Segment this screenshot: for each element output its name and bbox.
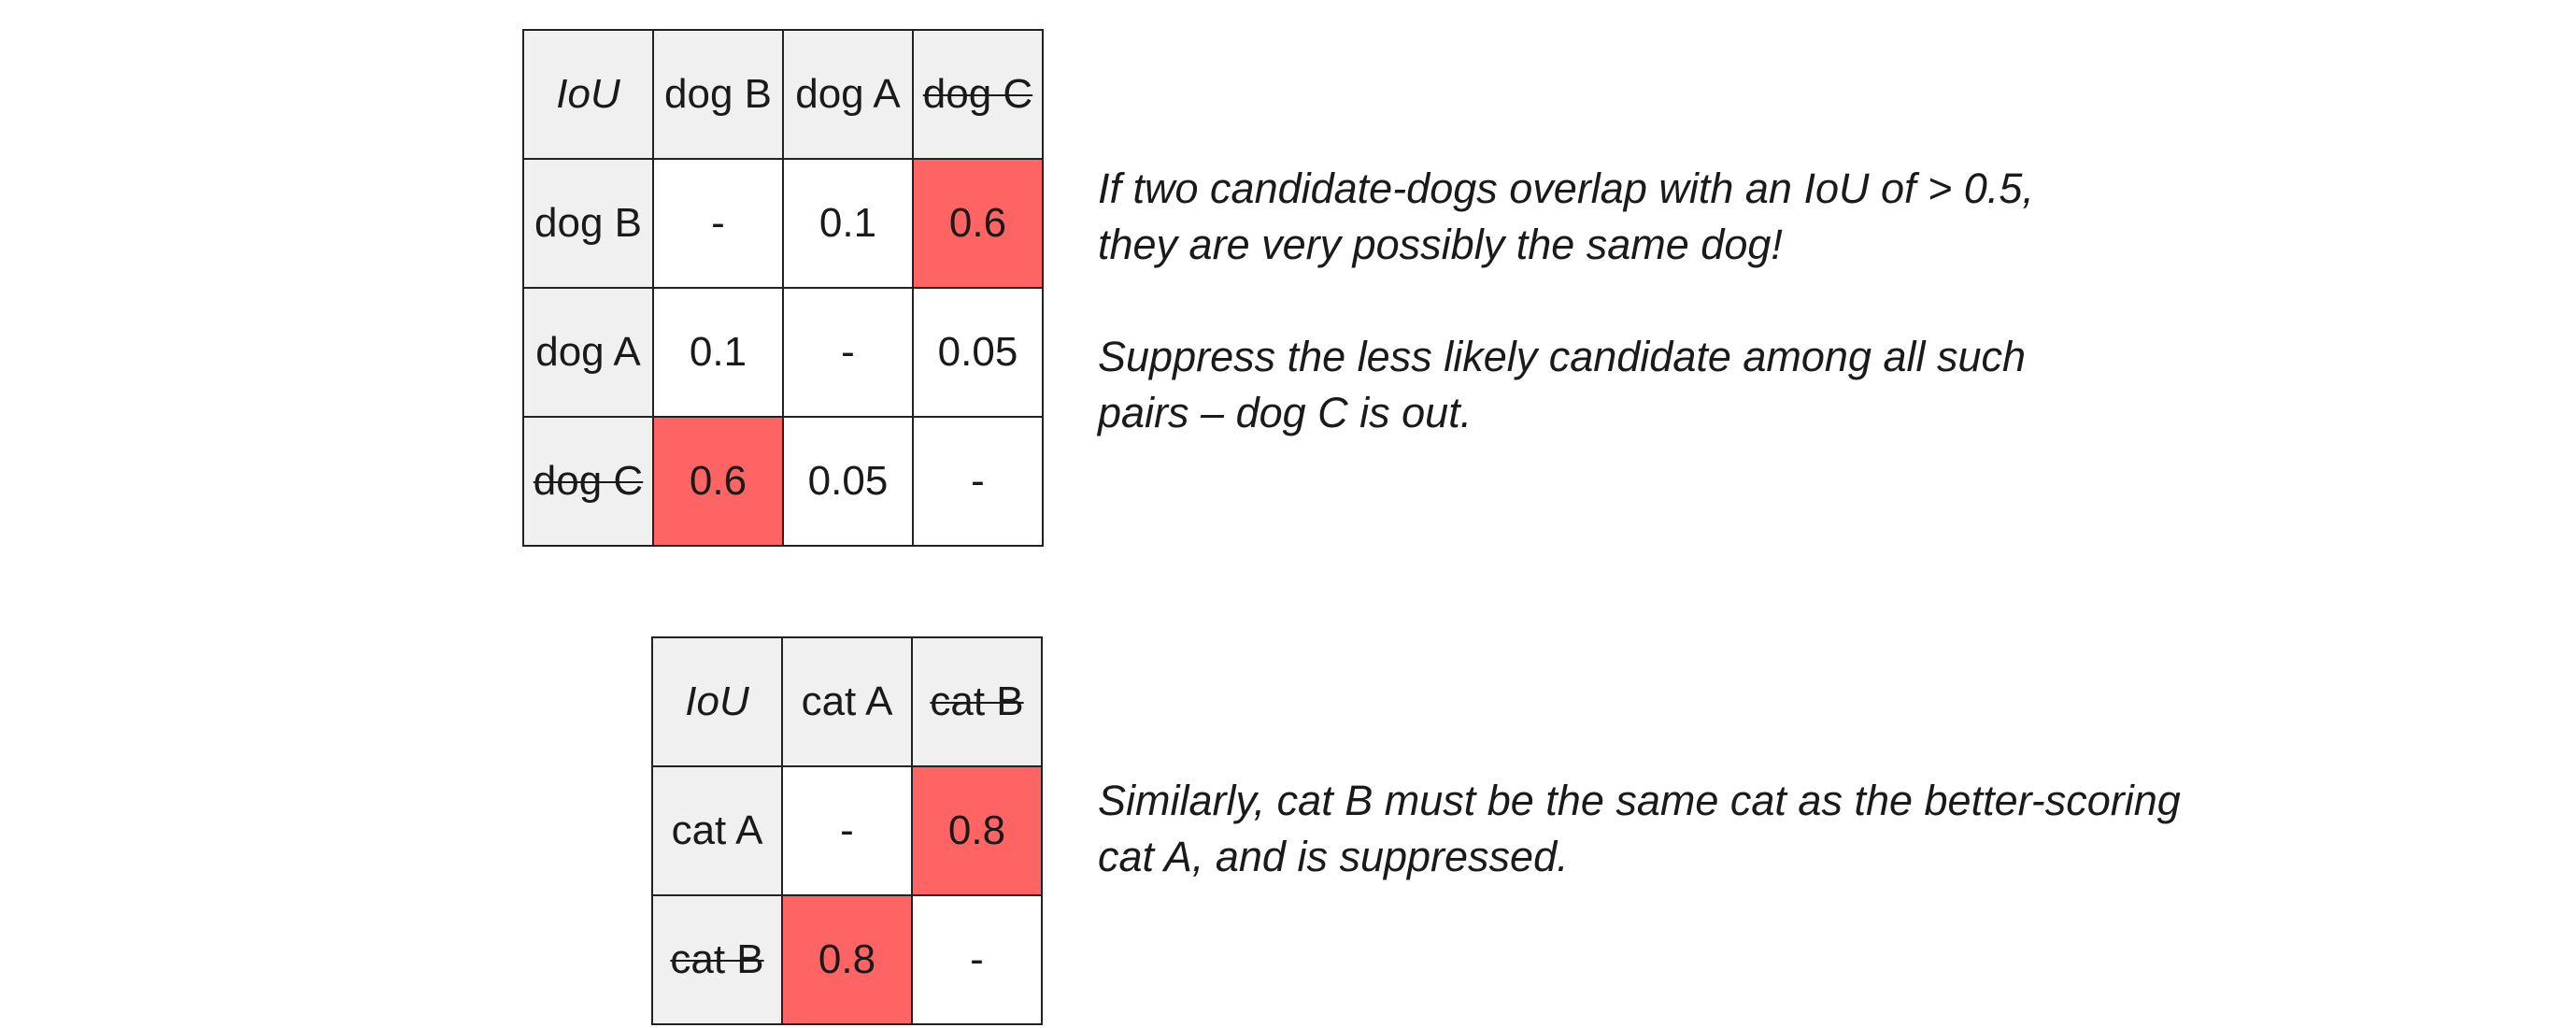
- row-header: cat A: [651, 765, 783, 896]
- row-header: dog A: [522, 287, 654, 418]
- explanation-line: Suppress the less likely candidate among…: [1098, 333, 2027, 380]
- suppressed-label: dog C: [922, 71, 1033, 117]
- table-cell: 0.1: [782, 158, 914, 289]
- table-cell: -: [781, 765, 913, 896]
- explanation-paragraph: Suppress the less likely candidate among…: [1098, 329, 2387, 441]
- table-row: IoU dog B dog A dog C: [522, 29, 1044, 160]
- column-header-suppressed: cat B: [911, 636, 1043, 767]
- explanation-line: cat A, and is suppressed.: [1098, 833, 1569, 880]
- row-header-suppressed: dog C: [522, 416, 654, 547]
- column-header: dog B: [652, 29, 784, 160]
- cat-explanation: Similarly, cat B must be the same cat as…: [1098, 773, 2387, 885]
- table-cell: 0.05: [912, 287, 1044, 418]
- table-row: dog B - 0.1 0.6: [522, 158, 1044, 289]
- table-cell: -: [652, 158, 784, 289]
- row-header-suppressed: cat B: [651, 894, 783, 1025]
- explanation-line: pairs – dog C is out.: [1098, 389, 1473, 436]
- suppressed-label: cat B: [930, 678, 1024, 724]
- table-cell: -: [911, 894, 1043, 1025]
- table-cell: -: [782, 287, 914, 418]
- suppressed-label: cat B: [670, 936, 764, 982]
- table-corner-label: IoU: [651, 636, 783, 767]
- table-row: cat A - 0.8: [651, 765, 1043, 896]
- dog-iou-table: IoU dog B dog A dog C dog B - 0.1 0.6 do…: [522, 29, 1044, 547]
- table-cell: 0.1: [652, 287, 784, 418]
- row-header: dog B: [522, 158, 654, 289]
- table-cell-highlighted: 0.6: [652, 416, 784, 547]
- table-corner-label: IoU: [522, 29, 654, 160]
- explanation-paragraph: If two candidate-dogs overlap with an Io…: [1098, 161, 2387, 273]
- table-cell-highlighted: 0.8: [781, 894, 913, 1025]
- dog-explanation: If two candidate-dogs overlap with an Io…: [1098, 161, 2387, 441]
- table-cell-highlighted: 0.8: [911, 765, 1043, 896]
- column-header: cat A: [781, 636, 913, 767]
- cat-iou-table: IoU cat A cat B cat A - 0.8 cat B 0.8 -: [651, 636, 1043, 1025]
- explanation-line: they are very possibly the same dog!: [1098, 221, 1783, 268]
- suppressed-label: dog C: [533, 458, 644, 504]
- table-row: IoU cat A cat B: [651, 636, 1043, 767]
- table-cell: 0.05: [782, 416, 914, 547]
- column-header-suppressed: dog C: [912, 29, 1044, 160]
- explanation-line: Similarly, cat B must be the same cat as…: [1098, 777, 2181, 824]
- explanation-line: If two candidate-dogs overlap with an Io…: [1098, 164, 2034, 212]
- table-cell-highlighted: 0.6: [912, 158, 1044, 289]
- table-cell: -: [912, 416, 1044, 547]
- column-header: dog A: [782, 29, 914, 160]
- table-row: cat B 0.8 -: [651, 894, 1043, 1025]
- explanation-paragraph: Similarly, cat B must be the same cat as…: [1098, 773, 2387, 885]
- table-row: dog A 0.1 - 0.05: [522, 287, 1044, 418]
- table-row: dog C 0.6 0.05 -: [522, 416, 1044, 547]
